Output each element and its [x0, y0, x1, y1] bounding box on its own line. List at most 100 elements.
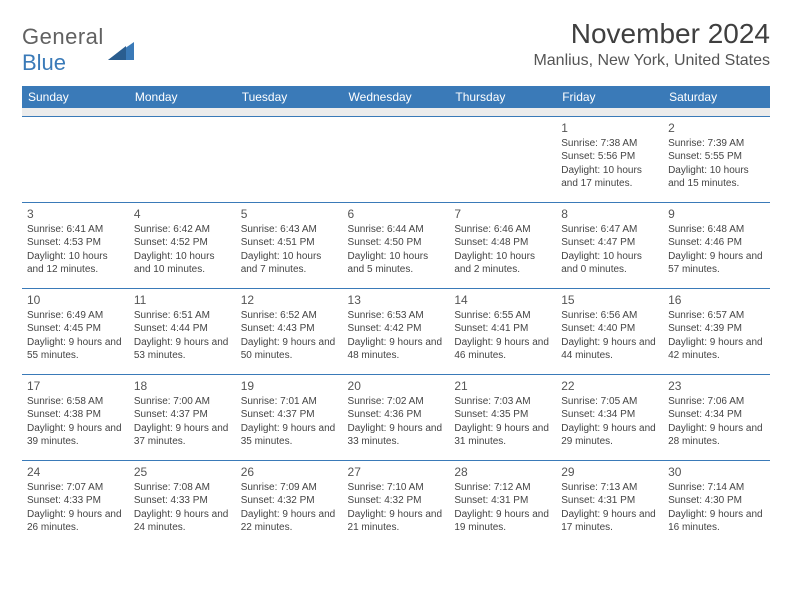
calendar-day-cell: 1Sunrise: 7:38 AMSunset: 5:56 PMDaylight…	[556, 116, 663, 202]
sunset-line: Sunset: 4:37 PM	[134, 408, 231, 422]
sunset-line: Sunset: 4:40 PM	[561, 322, 658, 336]
daylight-line: Daylight: 10 hours and 0 minutes.	[561, 250, 658, 277]
daylight-line: Daylight: 9 hours and 44 minutes.	[561, 336, 658, 363]
month-title: November 2024	[533, 18, 770, 50]
sunset-line: Sunset: 4:33 PM	[27, 494, 124, 508]
calendar-week-row: 17Sunrise: 6:58 AMSunset: 4:38 PMDayligh…	[22, 374, 770, 460]
sunrise-line: Sunrise: 7:01 AM	[241, 395, 338, 409]
day-number: 3	[27, 206, 124, 222]
day-number: 21	[454, 378, 551, 394]
logo-triangle-icon	[108, 40, 134, 60]
sunset-line: Sunset: 4:48 PM	[454, 236, 551, 250]
daylight-line: Daylight: 9 hours and 35 minutes.	[241, 422, 338, 449]
sunset-line: Sunset: 4:30 PM	[668, 494, 765, 508]
calendar-day-cell: 14Sunrise: 6:55 AMSunset: 4:41 PMDayligh…	[449, 288, 556, 374]
day-number: 14	[454, 292, 551, 308]
sunset-line: Sunset: 4:34 PM	[668, 408, 765, 422]
weekday-header: Sunday	[22, 86, 129, 108]
calendar-day-cell: 29Sunrise: 7:13 AMSunset: 4:31 PMDayligh…	[556, 460, 663, 546]
day-number: 25	[134, 464, 231, 480]
calendar-day-cell: 26Sunrise: 7:09 AMSunset: 4:32 PMDayligh…	[236, 460, 343, 546]
daylight-line: Daylight: 9 hours and 37 minutes.	[134, 422, 231, 449]
sunrise-line: Sunrise: 7:05 AM	[561, 395, 658, 409]
daylight-line: Daylight: 9 hours and 17 minutes.	[561, 508, 658, 535]
title-block: November 2024 Manlius, New York, United …	[533, 18, 770, 70]
calendar-day-cell	[22, 116, 129, 202]
day-number: 13	[348, 292, 445, 308]
logo-text-blue: Blue	[22, 50, 66, 75]
weekday-header: Tuesday	[236, 86, 343, 108]
sunset-line: Sunset: 4:42 PM	[348, 322, 445, 336]
sunset-line: Sunset: 4:53 PM	[27, 236, 124, 250]
daylight-line: Daylight: 9 hours and 22 minutes.	[241, 508, 338, 535]
sunrise-line: Sunrise: 7:00 AM	[134, 395, 231, 409]
calendar-day-cell: 22Sunrise: 7:05 AMSunset: 4:34 PMDayligh…	[556, 374, 663, 460]
day-number: 8	[561, 206, 658, 222]
daylight-line: Daylight: 9 hours and 28 minutes.	[668, 422, 765, 449]
sunset-line: Sunset: 4:45 PM	[27, 322, 124, 336]
weekday-header: Saturday	[663, 86, 770, 108]
calendar-day-cell: 27Sunrise: 7:10 AMSunset: 4:32 PMDayligh…	[343, 460, 450, 546]
sunrise-line: Sunrise: 6:43 AM	[241, 223, 338, 237]
weekday-header: Wednesday	[343, 86, 450, 108]
calendar-day-cell: 4Sunrise: 6:42 AMSunset: 4:52 PMDaylight…	[129, 202, 236, 288]
day-number: 11	[134, 292, 231, 308]
calendar-day-cell: 28Sunrise: 7:12 AMSunset: 4:31 PMDayligh…	[449, 460, 556, 546]
sunset-line: Sunset: 4:50 PM	[348, 236, 445, 250]
header: General Blue November 2024 Manlius, New …	[22, 18, 770, 76]
sunrise-line: Sunrise: 7:09 AM	[241, 481, 338, 495]
logo: General Blue	[22, 24, 134, 76]
sunset-line: Sunset: 4:43 PM	[241, 322, 338, 336]
day-number: 12	[241, 292, 338, 308]
daylight-line: Daylight: 9 hours and 55 minutes.	[27, 336, 124, 363]
day-number: 6	[348, 206, 445, 222]
sunset-line: Sunset: 4:51 PM	[241, 236, 338, 250]
calendar-day-cell: 12Sunrise: 6:52 AMSunset: 4:43 PMDayligh…	[236, 288, 343, 374]
daylight-line: Daylight: 10 hours and 5 minutes.	[348, 250, 445, 277]
day-number: 15	[561, 292, 658, 308]
sunset-line: Sunset: 5:56 PM	[561, 150, 658, 164]
daylight-line: Daylight: 9 hours and 57 minutes.	[668, 250, 765, 277]
day-number: 22	[561, 378, 658, 394]
calendar-day-cell: 21Sunrise: 7:03 AMSunset: 4:35 PMDayligh…	[449, 374, 556, 460]
sunset-line: Sunset: 5:55 PM	[668, 150, 765, 164]
calendar-day-cell: 23Sunrise: 7:06 AMSunset: 4:34 PMDayligh…	[663, 374, 770, 460]
sunset-line: Sunset: 4:35 PM	[454, 408, 551, 422]
calendar-day-cell: 15Sunrise: 6:56 AMSunset: 4:40 PMDayligh…	[556, 288, 663, 374]
daylight-line: Daylight: 9 hours and 29 minutes.	[561, 422, 658, 449]
daylight-line: Daylight: 9 hours and 19 minutes.	[454, 508, 551, 535]
sunrise-line: Sunrise: 6:46 AM	[454, 223, 551, 237]
day-number: 24	[27, 464, 124, 480]
day-number: 30	[668, 464, 765, 480]
sunrise-line: Sunrise: 6:55 AM	[454, 309, 551, 323]
weekday-header: Friday	[556, 86, 663, 108]
daylight-line: Daylight: 10 hours and 15 minutes.	[668, 164, 765, 191]
daylight-line: Daylight: 9 hours and 33 minutes.	[348, 422, 445, 449]
day-number: 28	[454, 464, 551, 480]
daylight-line: Daylight: 9 hours and 24 minutes.	[134, 508, 231, 535]
sunset-line: Sunset: 4:36 PM	[348, 408, 445, 422]
sunrise-line: Sunrise: 7:03 AM	[454, 395, 551, 409]
spacer-row	[22, 108, 770, 116]
sunrise-line: Sunrise: 6:56 AM	[561, 309, 658, 323]
sunrise-line: Sunrise: 6:53 AM	[348, 309, 445, 323]
calendar-day-cell: 30Sunrise: 7:14 AMSunset: 4:30 PMDayligh…	[663, 460, 770, 546]
calendar-day-cell: 16Sunrise: 6:57 AMSunset: 4:39 PMDayligh…	[663, 288, 770, 374]
day-number: 4	[134, 206, 231, 222]
calendar-day-cell: 18Sunrise: 7:00 AMSunset: 4:37 PMDayligh…	[129, 374, 236, 460]
calendar-day-cell: 3Sunrise: 6:41 AMSunset: 4:53 PMDaylight…	[22, 202, 129, 288]
daylight-line: Daylight: 9 hours and 26 minutes.	[27, 508, 124, 535]
day-number: 9	[668, 206, 765, 222]
sunrise-line: Sunrise: 7:39 AM	[668, 137, 765, 151]
day-number: 1	[561, 120, 658, 136]
calendar-week-row: 10Sunrise: 6:49 AMSunset: 4:45 PMDayligh…	[22, 288, 770, 374]
calendar-day-cell: 7Sunrise: 6:46 AMSunset: 4:48 PMDaylight…	[449, 202, 556, 288]
sunrise-line: Sunrise: 7:08 AM	[134, 481, 231, 495]
weekday-header: Thursday	[449, 86, 556, 108]
daylight-line: Daylight: 10 hours and 2 minutes.	[454, 250, 551, 277]
sunrise-line: Sunrise: 7:12 AM	[454, 481, 551, 495]
calendar-day-cell: 5Sunrise: 6:43 AMSunset: 4:51 PMDaylight…	[236, 202, 343, 288]
daylight-line: Daylight: 10 hours and 17 minutes.	[561, 164, 658, 191]
sunrise-line: Sunrise: 7:07 AM	[27, 481, 124, 495]
calendar-day-cell	[343, 116, 450, 202]
